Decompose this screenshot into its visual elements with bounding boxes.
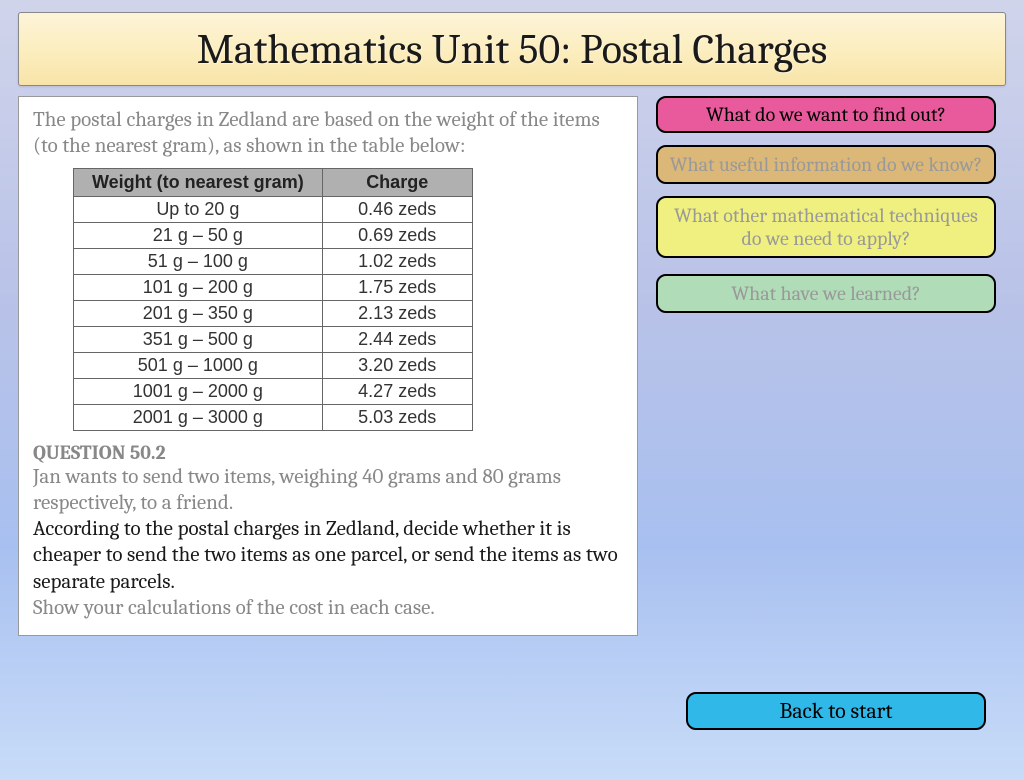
- table-row: 2001 g – 3000 g5.03 zeds: [74, 404, 473, 430]
- table-cell: 0.69 zeds: [322, 222, 472, 248]
- table-cell: 0.46 zeds: [322, 196, 472, 222]
- page-title: Mathematics Unit 50: Postal Charges: [197, 25, 828, 74]
- question-part2: According to the postal charges in Zedla…: [33, 516, 623, 595]
- left-panel: The postal charges in Zedland are based …: [18, 96, 638, 636]
- useful-info-button[interactable]: What useful information do we know?: [656, 145, 996, 184]
- content-area: The postal charges in Zedland are based …: [0, 96, 1024, 636]
- col-charge: Charge: [322, 168, 472, 196]
- table-cell: 101 g – 200 g: [74, 274, 323, 300]
- back-button[interactable]: Back to start: [686, 692, 986, 730]
- table-cell: 1001 g – 2000 g: [74, 378, 323, 404]
- table-cell: 351 g – 500 g: [74, 326, 323, 352]
- table-cell: 1.02 zeds: [322, 248, 472, 274]
- table-row: 51 g – 100 g1.02 zeds: [74, 248, 473, 274]
- title-bar: Mathematics Unit 50: Postal Charges: [18, 12, 1006, 86]
- table-row: 101 g – 200 g1.75 zeds: [74, 274, 473, 300]
- right-panel: What do we want to find out? What useful…: [656, 96, 996, 636]
- learned-button[interactable]: What have we learned?: [656, 274, 996, 313]
- intro-text: The postal charges in Zedland are based …: [33, 107, 623, 160]
- table-cell: 5.03 zeds: [322, 404, 472, 430]
- table-header-row: Weight (to nearest gram) Charge: [74, 168, 473, 196]
- table-cell: 2001 g – 3000 g: [74, 404, 323, 430]
- table-cell: 501 g – 1000 g: [74, 352, 323, 378]
- table-row: 21 g – 50 g0.69 zeds: [74, 222, 473, 248]
- table-cell: 201 g – 350 g: [74, 300, 323, 326]
- table-cell: Up to 20 g: [74, 196, 323, 222]
- table-cell: 21 g – 50 g: [74, 222, 323, 248]
- table-row: 201 g – 350 g2.13 zeds: [74, 300, 473, 326]
- table-cell: 3.20 zeds: [322, 352, 472, 378]
- table-cell: 2.13 zeds: [322, 300, 472, 326]
- find-out-button[interactable]: What do we want to find out?: [656, 96, 996, 133]
- question-label: QUESTION 50.2: [33, 441, 623, 464]
- table-cell: 51 g – 100 g: [74, 248, 323, 274]
- charges-table: Weight (to nearest gram) Charge Up to 20…: [73, 168, 473, 431]
- table-cell: 1.75 zeds: [322, 274, 472, 300]
- table-row: 1001 g – 2000 g4.27 zeds: [74, 378, 473, 404]
- table-row: 351 g – 500 g2.44 zeds: [74, 326, 473, 352]
- col-weight: Weight (to nearest gram): [74, 168, 323, 196]
- question-part1: Jan wants to send two items, weighing 40…: [33, 464, 623, 517]
- table-row: Up to 20 g0.46 zeds: [74, 196, 473, 222]
- table-cell: 2.44 zeds: [322, 326, 472, 352]
- table-cell: 4.27 zeds: [322, 378, 472, 404]
- table-row: 501 g – 1000 g3.20 zeds: [74, 352, 473, 378]
- techniques-button[interactable]: What other mathematical techniques do we…: [656, 196, 996, 258]
- question-part3: Show your calculations of the cost in ea…: [33, 595, 623, 621]
